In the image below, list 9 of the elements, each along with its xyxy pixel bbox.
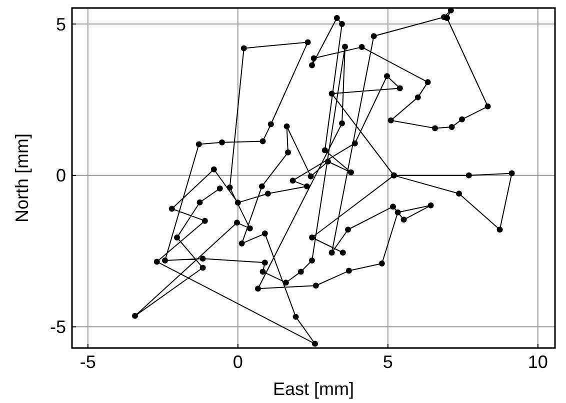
x-tick-label: 0	[232, 352, 243, 372]
y-tick-label: 0	[56, 166, 66, 186]
x-tick-label: 5	[382, 352, 393, 372]
y-axis-title: North [mm]	[12, 133, 32, 223]
x-tick-label: 10	[528, 352, 548, 372]
x-tick-label: -5	[80, 352, 96, 372]
y-tick-label: 5	[56, 14, 66, 34]
x-axis-title: East [mm]	[272, 379, 354, 399]
y-tick-label: -5	[50, 317, 66, 338]
